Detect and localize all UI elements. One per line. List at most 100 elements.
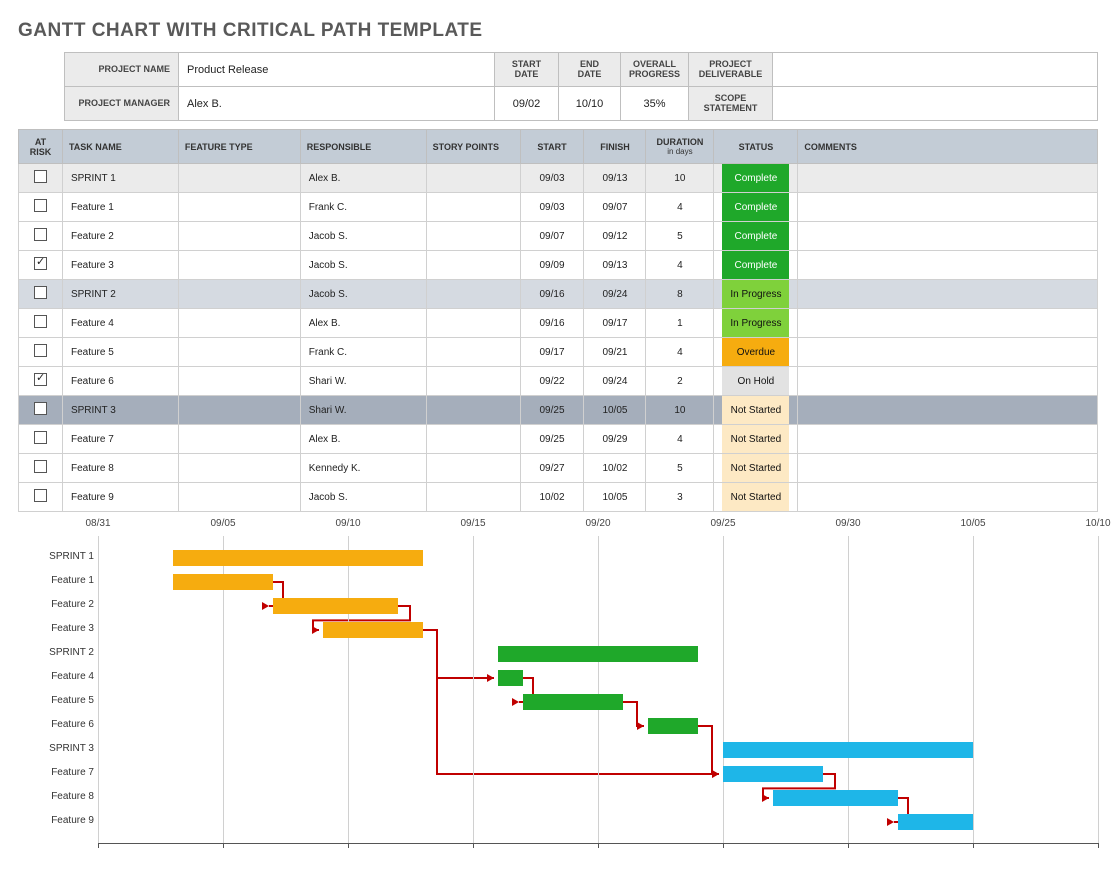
status-pill: In Progress xyxy=(722,280,789,308)
gantt-bar xyxy=(523,694,623,710)
table-row: Feature 6Shari W.09/2209/242On Hold xyxy=(19,367,1098,396)
project-info: PROJECT NAME Product Release START DATE … xyxy=(64,52,1098,121)
at-risk-checkbox[interactable] xyxy=(34,489,47,502)
col-finish: FINISH xyxy=(584,130,646,164)
gantt-row-label: Feature 8 xyxy=(36,791,94,802)
col-story-points: STORY POINTS xyxy=(426,130,520,164)
gantt-bottom-tick xyxy=(598,843,599,848)
gantt-bottom-tick xyxy=(1098,843,1099,848)
table-row: Feature 5Frank C.09/1709/214Overdue xyxy=(19,338,1098,367)
status-pill: Complete xyxy=(722,251,789,279)
col-feature-type: FEATURE TYPE xyxy=(178,130,300,164)
label-project-manager: PROJECT MANAGER xyxy=(65,87,179,121)
at-risk-checkbox[interactable] xyxy=(34,460,47,473)
gantt-bar xyxy=(273,598,398,614)
gantt-bar xyxy=(498,646,698,662)
status-pill: Not Started xyxy=(722,483,789,511)
gantt-grid: 08/3109/0509/1009/1509/2009/2509/3010/05… xyxy=(98,536,1098,844)
at-risk-checkbox[interactable] xyxy=(34,170,47,183)
at-risk-checkbox[interactable] xyxy=(34,431,47,444)
gantt-tick-label: 09/25 xyxy=(710,518,735,529)
table-row: Feature 9Jacob S.10/0210/053Not Started xyxy=(19,483,1098,512)
status-pill: Complete xyxy=(722,193,789,221)
gantt-gridline xyxy=(973,536,974,843)
gantt-row-label: Feature 5 xyxy=(36,695,94,706)
gantt-bottom-tick xyxy=(223,843,224,848)
at-risk-checkbox[interactable] xyxy=(34,199,47,212)
gantt-row-label: Feature 3 xyxy=(36,623,94,634)
gantt-bottom-tick xyxy=(848,843,849,848)
label-overall-progress: OVERALL PROGRESS xyxy=(621,53,689,87)
gantt-tick-label: 09/05 xyxy=(210,518,235,529)
status-pill: Not Started xyxy=(722,396,789,424)
value-project-name: Product Release xyxy=(179,53,495,87)
status-pill: Overdue xyxy=(722,338,789,366)
status-pill: Complete xyxy=(722,164,789,192)
table-row: Feature 4Alex B.09/1609/171In Progress xyxy=(19,309,1098,338)
gantt-row-label: SPRINT 2 xyxy=(36,647,94,658)
gantt-bar xyxy=(773,790,898,806)
col-duration: DURATIONin days xyxy=(646,130,714,164)
gantt-row-label: SPRINT 1 xyxy=(36,551,94,562)
col-responsible: RESPONSIBLE xyxy=(300,130,426,164)
status-pill: On Hold xyxy=(722,367,789,395)
label-end-date: END DATE xyxy=(559,53,621,87)
status-pill: Complete xyxy=(722,222,789,250)
gantt-bottom-tick xyxy=(348,843,349,848)
col-status: STATUS xyxy=(714,130,798,164)
table-row: Feature 3Jacob S.09/0909/134Complete xyxy=(19,251,1098,280)
gantt-tick-label: 08/31 xyxy=(85,518,110,529)
gantt-bar xyxy=(498,670,523,686)
label-scope-statement: SCOPE STATEMENT xyxy=(689,87,773,121)
gantt-bar xyxy=(173,550,423,566)
gantt-tick-label: 10/10 xyxy=(1085,518,1110,529)
project-info-table: PROJECT NAME Product Release START DATE … xyxy=(64,52,1098,121)
table-row: Feature 7Alex B.09/2509/294Not Started xyxy=(19,425,1098,454)
col-comments: COMMENTS xyxy=(798,130,1098,164)
gantt-gridline xyxy=(723,536,724,843)
value-project-manager: Alex B. xyxy=(179,87,495,121)
value-end-date: 10/10 xyxy=(559,87,621,121)
at-risk-checkbox[interactable] xyxy=(34,257,47,270)
gantt-bar xyxy=(898,814,973,830)
gantt-tick-label: 09/30 xyxy=(835,518,860,529)
gantt-chart: 08/3109/0509/1009/1509/2009/2509/3010/05… xyxy=(36,536,1098,844)
at-risk-checkbox[interactable] xyxy=(34,315,47,328)
at-risk-checkbox[interactable] xyxy=(34,228,47,241)
tasks-table: AT RISK TASK NAME FEATURE TYPE RESPONSIB… xyxy=(18,129,1098,512)
table-row: SPRINT 1Alex B.09/0309/1310Complete xyxy=(19,164,1098,193)
at-risk-checkbox[interactable] xyxy=(34,286,47,299)
table-row: Feature 2Jacob S.09/0709/125Complete xyxy=(19,222,1098,251)
gantt-bottom-tick xyxy=(723,843,724,848)
gantt-row-label: Feature 4 xyxy=(36,671,94,682)
gantt-bar xyxy=(173,574,273,590)
col-task-name: TASK NAME xyxy=(62,130,178,164)
at-risk-checkbox[interactable] xyxy=(34,373,47,386)
gantt-tick-label: 09/15 xyxy=(460,518,485,529)
table-row: Feature 1Frank C.09/0309/074Complete xyxy=(19,193,1098,222)
at-risk-checkbox[interactable] xyxy=(34,402,47,415)
gantt-gridline xyxy=(98,536,99,843)
gantt-row-label: Feature 2 xyxy=(36,599,94,610)
at-risk-checkbox[interactable] xyxy=(34,344,47,357)
gantt-row-label: Feature 9 xyxy=(36,815,94,826)
value-overall-progress: 35% xyxy=(621,87,689,121)
value-start-date: 09/02 xyxy=(495,87,559,121)
table-row: SPRINT 2Jacob S.09/1609/248In Progress xyxy=(19,280,1098,309)
gantt-tick-label: 09/10 xyxy=(335,518,360,529)
label-project-name: PROJECT NAME xyxy=(65,53,179,87)
table-row: SPRINT 3Shari W.09/2510/0510Not Started xyxy=(19,396,1098,425)
col-start: START xyxy=(520,130,584,164)
status-pill: Not Started xyxy=(722,425,789,453)
gantt-bar xyxy=(323,622,423,638)
status-pill: Not Started xyxy=(722,454,789,482)
gantt-gridline xyxy=(1098,536,1099,843)
page-title: GANTT CHART WITH CRITICAL PATH TEMPLATE xyxy=(18,20,1098,42)
gantt-tick-label: 10/05 xyxy=(960,518,985,529)
gantt-gridline xyxy=(473,536,474,843)
tasks-header-row: AT RISK TASK NAME FEATURE TYPE RESPONSIB… xyxy=(19,130,1098,164)
value-project-deliverable xyxy=(773,53,1098,87)
gantt-bottom-tick xyxy=(98,843,99,848)
gantt-bar xyxy=(723,742,973,758)
gantt-row-label: Feature 6 xyxy=(36,719,94,730)
